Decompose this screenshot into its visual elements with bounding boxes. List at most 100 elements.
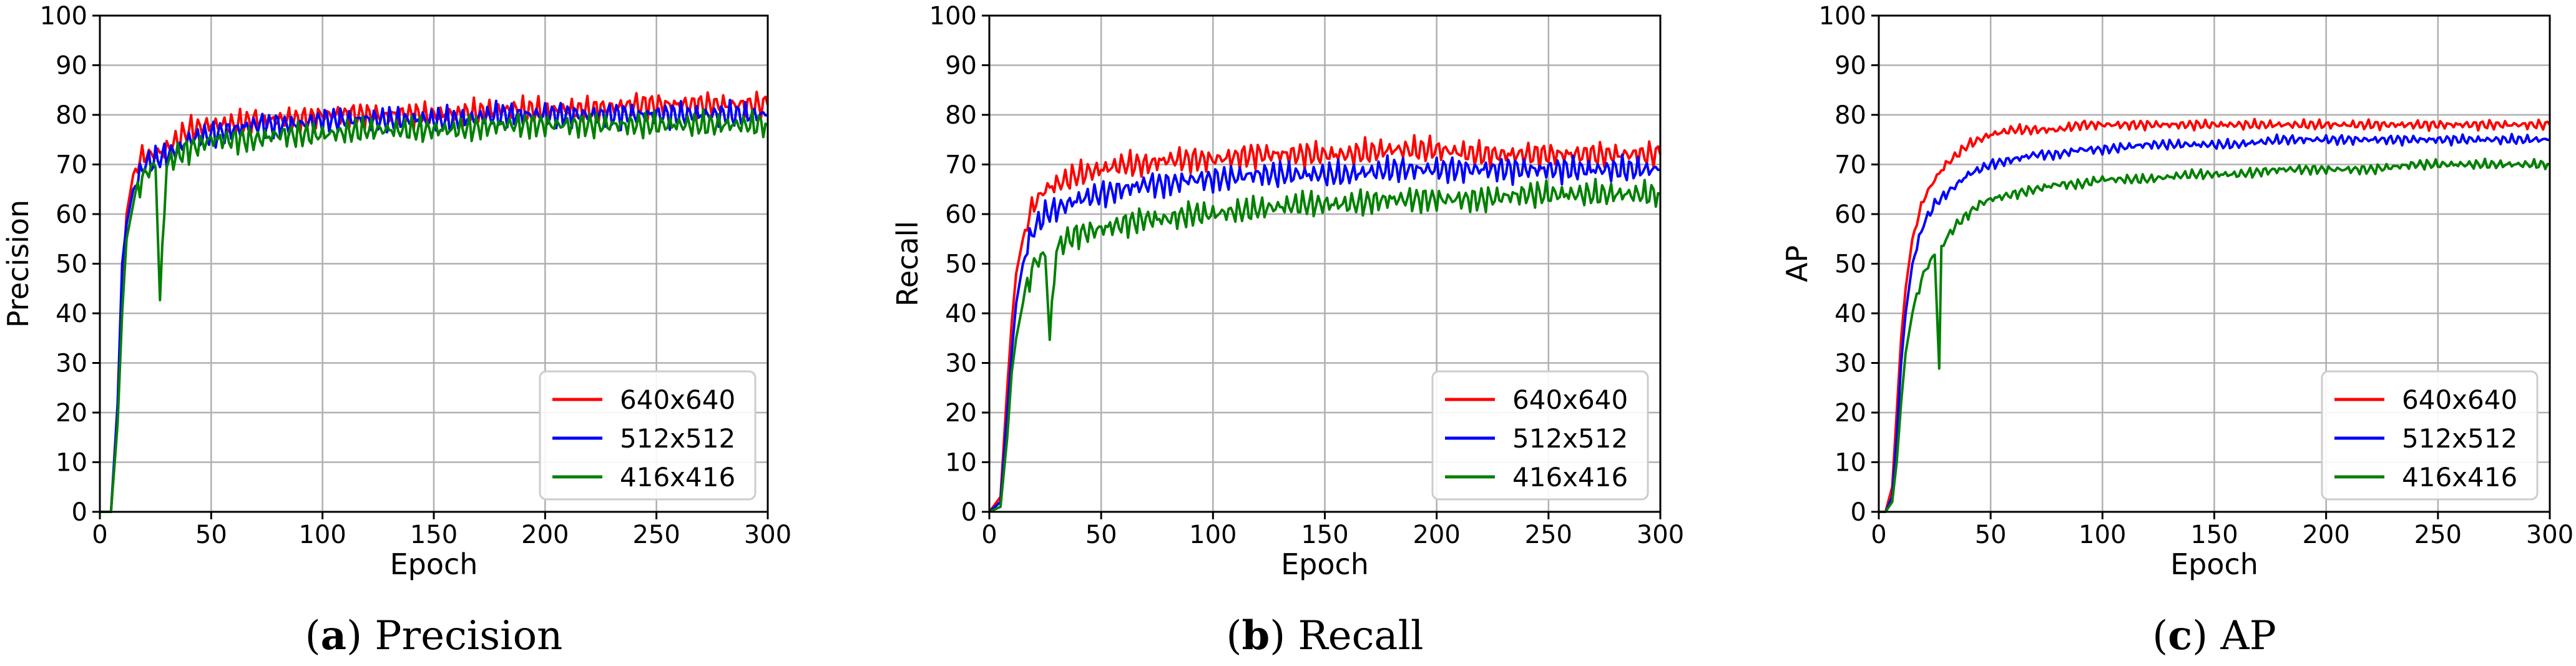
y-tick-label: 60 [56, 200, 87, 229]
y-tick-label: 80 [1834, 101, 1866, 130]
series-line-512x512 [1879, 132, 2550, 513]
chart-panel-2: 0 50 100 150 200 250 300 0 10 20 30 40 50 60 70 80 90 100… [891, 2, 1684, 659]
y-tick-label: 90 [56, 52, 87, 81]
y-tick-label: 90 [1834, 52, 1866, 81]
y-tick-label: 70 [1834, 151, 1866, 180]
x-tick-label: 150 [2190, 521, 2238, 549]
x-tick-label: 0 [1871, 521, 1886, 549]
y-tick-label: 100 [40, 2, 87, 31]
y-tick-label: 40 [945, 300, 977, 328]
x-tick-label: 300 [2526, 521, 2574, 549]
legend-label: 512x512 [2402, 423, 2517, 454]
y-axis-label: Precision [1, 200, 35, 328]
legend-box [1431, 370, 1649, 501]
chart-panel-3: 0 50 100 150 200 250 300 0 10 20 30 40 50 60 70 80 90 100… [1780, 2, 2574, 659]
series-line-416x416 [100, 108, 768, 513]
caption-label: Precision [375, 613, 562, 659]
y-tick-label: 90 [945, 52, 977, 81]
series-line-512x512 [988, 153, 1661, 513]
caption-open-paren: ( [305, 613, 321, 659]
caption-label: Recall [1298, 613, 1424, 659]
y-tick-label: 10 [945, 449, 977, 477]
panel-caption: (a) Precision [305, 612, 563, 659]
y-tick-label: 10 [1834, 449, 1866, 477]
x-tick-label: 100 [298, 521, 346, 549]
x-tick-label: 250 [2414, 521, 2462, 549]
legend-label: 416x416 [2402, 462, 2517, 492]
y-axis-label: AP [1780, 245, 1814, 282]
y-tick-label: 70 [56, 151, 87, 180]
y-tick-label: 50 [945, 250, 977, 279]
y-tick-label: 30 [945, 350, 977, 378]
x-tick-label: 50 [1975, 521, 2007, 549]
y-tick-label: 0 [72, 498, 87, 527]
x-tick-label: 300 [1637, 521, 1684, 549]
x-tick-label: 200 [2302, 521, 2349, 549]
y-axis-label: Recall [891, 221, 924, 306]
y-tick-label: 30 [1834, 350, 1866, 378]
caption-letter: c [2168, 612, 2192, 659]
caption-close-paren: ) [1270, 613, 1298, 659]
y-tick-label: 50 [56, 250, 87, 279]
y-tick-label: 60 [945, 200, 977, 229]
y-tick-label: 40 [56, 300, 87, 328]
y-tick-label: 0 [1851, 498, 1866, 527]
panel-caption: (b) Recall [1226, 612, 1423, 659]
y-tick-label: 20 [56, 399, 87, 428]
panel-caption: (c) AP [2152, 612, 2276, 659]
caption-letter: b [1241, 612, 1270, 659]
caption-open-paren: ( [2152, 613, 2168, 659]
x-tick-label: 250 [1525, 521, 1572, 549]
y-tick-label: 70 [945, 151, 977, 180]
caption-close-paren: ) [346, 613, 375, 659]
y-tick-label: 80 [56, 101, 87, 130]
x-tick-label: 0 [981, 521, 997, 549]
x-tick-label: 150 [410, 521, 458, 549]
legend-box [2321, 370, 2539, 501]
x-axis-label: Epoch [2170, 547, 2258, 581]
legend: 640x640 512x512 416x416 [2321, 370, 2539, 501]
caption-label: AP [2220, 613, 2276, 659]
y-tick-label: 100 [1819, 2, 1866, 31]
legend: 640x640 512x512 416x416 [539, 370, 757, 501]
chart-panel-1: 0 50 100 150 200 250 300 0 10 20 30 40 50 60 70 80 90 100… [1, 2, 791, 659]
x-tick-label: 250 [632, 521, 680, 549]
legend-label: 640x640 [620, 384, 735, 415]
x-tick-label: 200 [1413, 521, 1460, 549]
x-tick-label: 50 [195, 521, 227, 549]
series-line-416x416 [1879, 157, 2550, 513]
legend-box [539, 370, 757, 501]
y-tick-label: 100 [929, 2, 977, 31]
legend-label: 512x512 [1512, 423, 1628, 454]
x-tick-label: 300 [744, 521, 791, 549]
x-tick-label: 0 [92, 521, 107, 549]
series-line-640x640 [1879, 117, 2551, 513]
x-axis-label: Epoch [390, 547, 478, 581]
y-tick-label: 60 [1834, 200, 1866, 229]
y-tick-label: 20 [1834, 399, 1866, 428]
caption-open-paren: ( [1226, 613, 1241, 659]
x-tick-label: 50 [1085, 521, 1117, 549]
x-tick-label: 100 [1189, 521, 1237, 549]
series-line-416x416 [989, 177, 1661, 513]
legend-label: 512x512 [620, 423, 735, 454]
y-tick-label: 80 [945, 101, 977, 130]
legend-label: 640x640 [2402, 384, 2517, 415]
x-tick-label: 100 [2079, 521, 2126, 549]
y-tick-label: 30 [56, 350, 87, 378]
caption-letter: a [321, 612, 346, 659]
y-tick-label: 40 [1834, 300, 1866, 328]
legend: 640x640 512x512 416x416 [1431, 370, 1649, 501]
y-tick-label: 20 [945, 399, 977, 428]
y-tick-label: 50 [1834, 250, 1866, 279]
x-tick-label: 200 [521, 521, 569, 549]
y-tick-label: 10 [56, 449, 87, 477]
series-line-512x512 [100, 99, 768, 513]
series-line-640x640 [988, 134, 1662, 513]
legend-label: 416x416 [620, 462, 735, 492]
legend-label: 416x416 [1512, 462, 1628, 492]
x-tick-label: 150 [1301, 521, 1348, 549]
y-tick-label: 0 [961, 498, 977, 527]
caption-close-paren: ) [2192, 613, 2220, 659]
